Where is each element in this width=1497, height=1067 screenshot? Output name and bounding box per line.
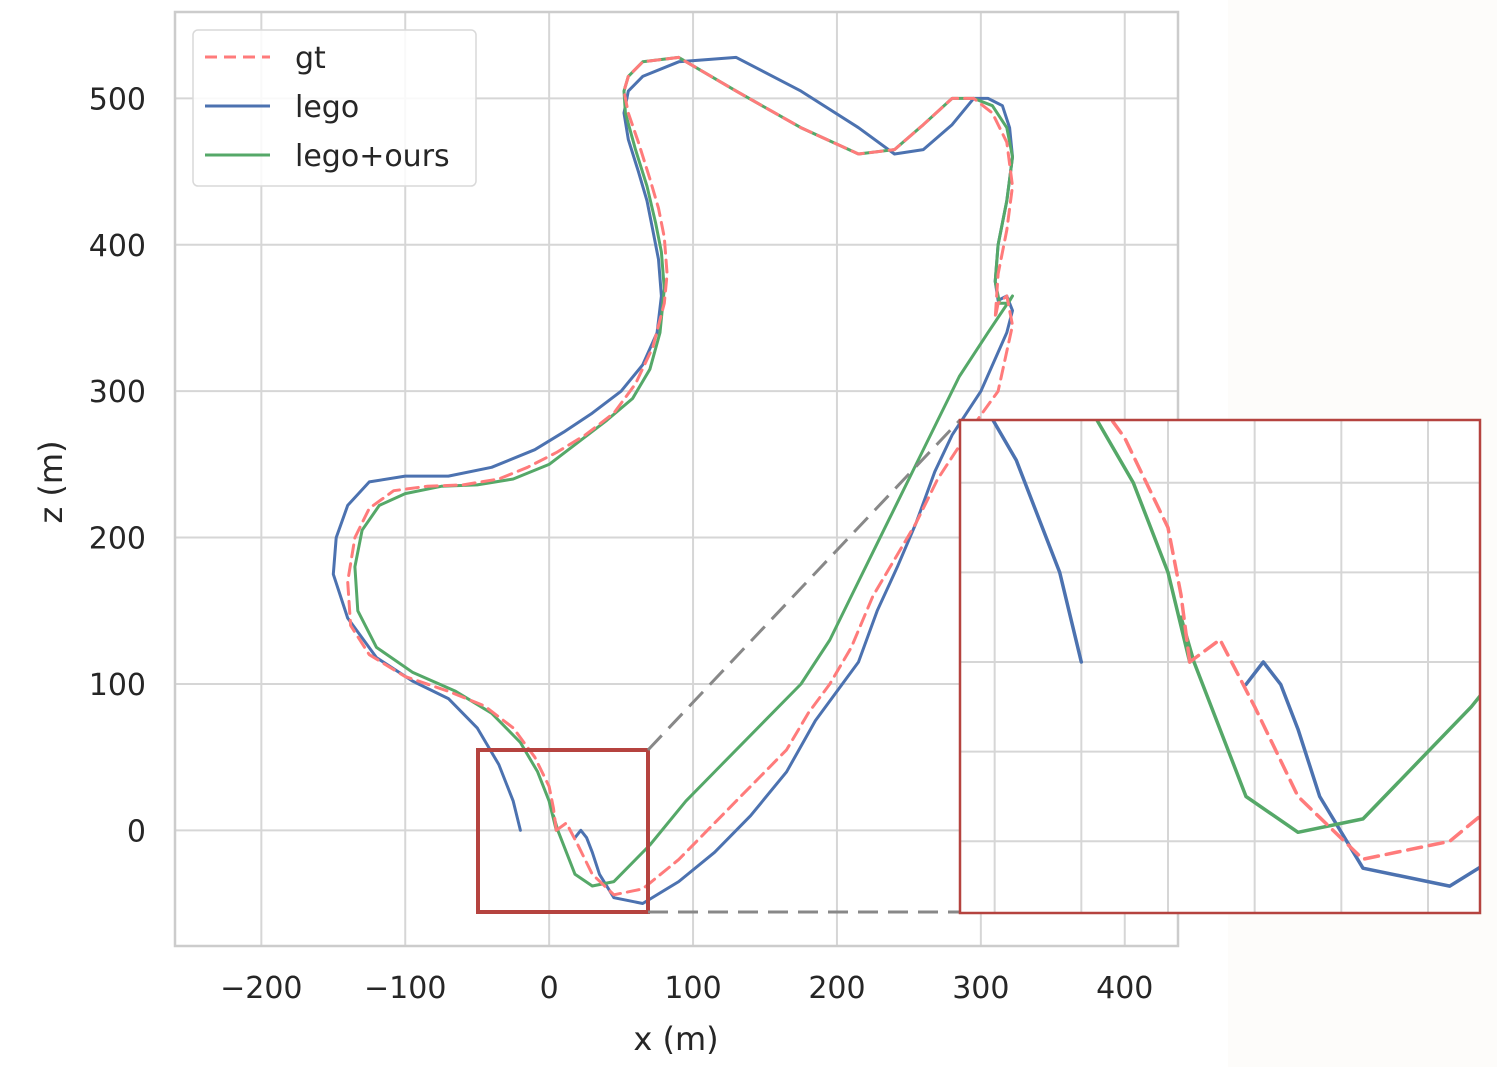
legend-label-lego-ours: lego+ours [295,139,450,174]
x-tick-label: 200 [808,971,865,1006]
x-tick-label: 400 [1096,971,1153,1006]
legend-label-gt: gt [295,41,326,76]
inset-frame [958,418,1482,915]
inset-background [960,420,1480,913]
zoom-box [476,748,650,914]
x-tick-label: 300 [952,971,1009,1006]
legend: gt lego lego+ours [192,29,477,187]
y-tick-label: 0 [127,814,146,849]
inset-grid [960,420,1480,913]
series-line-lego [331,55,1014,905]
y-tick-label: 500 [89,82,146,117]
zoom-connector-top [646,418,962,752]
x-tick-label: 100 [664,971,721,1006]
main-series [331,55,1014,905]
x-tick-label: 0 [540,971,559,1006]
y-tick-label: 100 [89,668,146,703]
legend-box [192,29,477,187]
y-axis-label: z (m) [32,440,70,523]
y-tick-label: 300 [89,375,146,410]
x-tick-label: −200 [220,971,302,1006]
series-line-gt [346,55,1014,897]
legend-label-lego: lego [295,90,359,125]
y-tick-labels: 0 100 200 300 400 500 [89,82,146,849]
x-tick-labels: −200 −100 0 100 200 300 400 [220,971,1153,1006]
y-tick-label: 200 [89,522,146,557]
x-axis-label: x (m) [633,1020,718,1058]
x-tick-label: −100 [364,971,446,1006]
y-tick-label: 400 [89,229,146,264]
